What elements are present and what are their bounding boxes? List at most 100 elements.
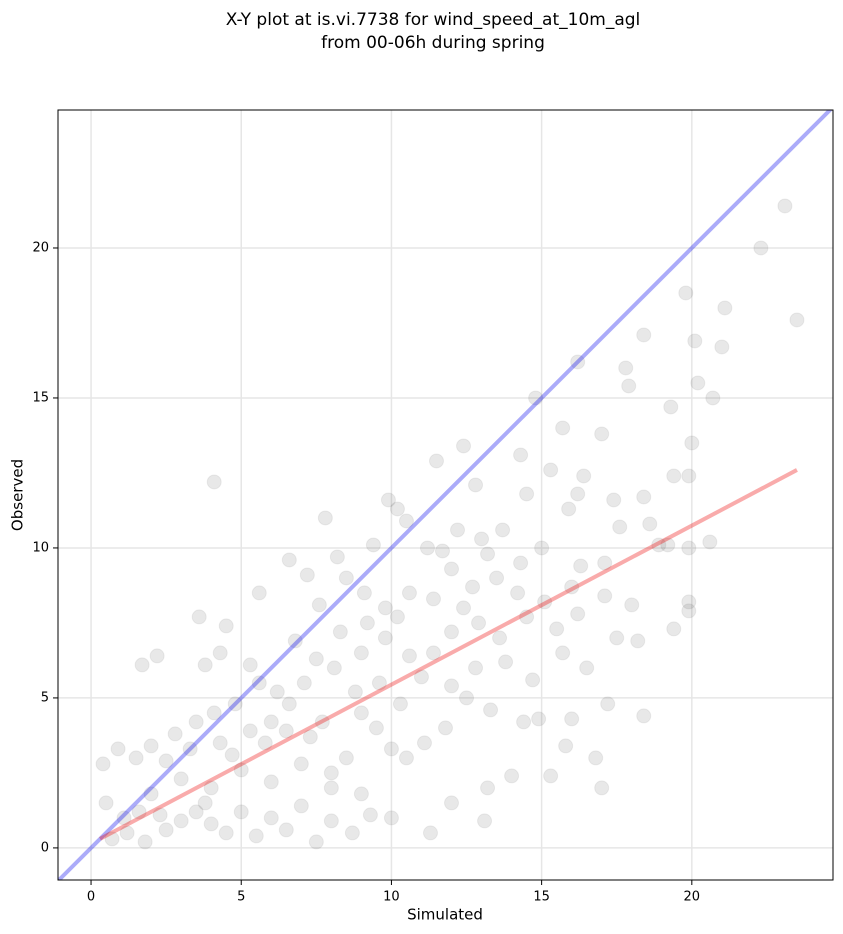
scatter-point [326,660,342,676]
scatter-point [681,468,697,484]
scatter-point [525,672,541,688]
scatter-point [504,768,520,784]
x-tick-label: 20 [684,890,701,905]
scatter-point [149,648,165,664]
scatter-point [471,615,487,631]
scatter-point [543,462,559,478]
grid [58,110,833,880]
scatter-point [519,609,535,625]
scatter-point [278,723,294,739]
scatter-point [224,747,240,763]
scatter-point [660,537,676,553]
scatter-point [480,546,496,562]
scatter-point [549,621,565,637]
scatter-point [456,438,472,454]
scatter-point [299,567,315,583]
scatter-point [143,738,159,754]
scatter-point [380,492,396,508]
scatter-point [251,585,267,601]
scatter-point [450,522,466,538]
scatter-point [293,756,309,772]
scatter-point [311,597,327,613]
scatter-point [621,378,637,394]
scatter-point [344,825,360,841]
scatter-point [401,648,417,664]
scatter-point [714,339,730,355]
scatter-point [392,696,408,712]
scatter-point [104,831,120,847]
scatter-point [359,615,375,631]
scatter-point [173,771,189,787]
scatter-point [401,585,417,601]
scatter-point [555,645,571,661]
scatter-point [218,618,234,634]
scatter-point [558,738,574,754]
scatter-point [233,762,249,778]
scatter-point [116,810,132,826]
scatter-point [233,804,249,820]
scatter-point [356,585,372,601]
scatter-point [555,420,571,436]
scatter-point [588,750,604,766]
scatter-point [489,570,505,586]
scatter-point [666,621,682,637]
scatter-point [188,804,204,820]
scatter-point [143,786,159,802]
scatter-point [398,750,414,766]
scatter-point [353,645,369,661]
scatter-point [492,630,508,646]
scatter-point [570,606,586,622]
scatter-point [119,825,135,841]
scatter-point [188,714,204,730]
scatter-point [248,828,264,844]
scatter-point [459,690,475,706]
x-tick-label: 0 [87,890,95,905]
x-axis-label: Simulated [407,906,483,924]
scatter-point [428,453,444,469]
scatter-point [419,540,435,556]
scatter-point [597,588,613,604]
scatter-point [636,327,652,343]
scatter-point [777,198,793,214]
scatter-point [612,519,628,535]
scatter-point [242,723,258,739]
scatter-point [438,720,453,736]
scatter-point [242,657,258,673]
scatter-point [425,645,441,661]
scatter-point [332,624,348,640]
x-tick-label: 15 [533,890,550,905]
scatter-point [681,540,697,556]
scatter-point [398,513,414,529]
scatter-point [513,447,529,463]
y-tick-label: 5 [41,690,49,705]
scatter-point [425,591,441,607]
scatter-point [468,477,484,493]
scatter-point [579,660,595,676]
scatter-point [323,765,339,781]
scatter-point [182,741,198,757]
scatter-point [465,579,481,595]
scatter-point [197,795,213,811]
scatter-point [158,753,174,769]
scatter-point [269,684,285,700]
scatter-point [191,609,207,625]
scatter-point [789,312,805,328]
chart-subtitle: from 00-06h during spring [321,33,545,53]
scatter-point [287,633,303,649]
scatter-point [519,486,535,502]
scatter-point [690,375,706,391]
scatter-point [666,468,682,484]
scatter-point [513,555,529,571]
y-tick-label: 0 [41,840,49,855]
scatter-point [636,708,652,724]
scatter-point [510,585,526,601]
scatter-point [606,492,622,508]
scatter-point [206,705,222,721]
scatter-point [413,669,429,685]
scatter-point [281,552,297,568]
scatter-point [167,726,183,742]
y-tick-label: 10 [32,540,49,555]
scatter-point [131,804,147,820]
scatter-point [705,390,721,406]
scatter-point [444,624,460,640]
